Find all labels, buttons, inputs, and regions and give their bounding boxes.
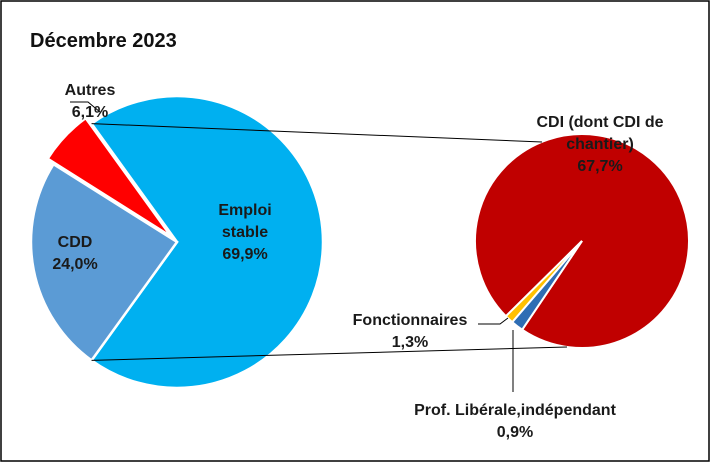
label-value: 69,9%	[222, 246, 268, 263]
label-name: Prof. Libérale,indépendant	[414, 402, 616, 419]
pie-slice	[89, 94, 325, 390]
label-name: Autres	[64, 82, 116, 99]
pie-slice	[504, 240, 583, 324]
label-name: Fonctionnaires	[352, 312, 468, 329]
pie-slice	[29, 162, 179, 363]
data-label: Emploi stable 69,9%	[200, 200, 290, 266]
data-label: Prof. Libérale,indépendant 0,9%	[385, 400, 645, 444]
connector-line	[91, 123, 543, 143]
data-label: CDI (dont CDI de chantier) 67,7%	[525, 112, 675, 178]
label-value: 6,1%	[71, 104, 109, 121]
label-name: Emploi stable	[218, 202, 272, 241]
connector-line	[91, 346, 568, 361]
label-value: 24,0%	[52, 256, 98, 273]
label-value: 0,9%	[496, 424, 534, 441]
label-value: 67,7%	[577, 158, 623, 175]
leader-line	[478, 317, 509, 325]
data-label: Autres 6,1%	[45, 80, 135, 124]
label-name: CDI (dont CDI de chantier)	[536, 114, 664, 153]
data-label: CDD 24,0%	[30, 232, 120, 276]
data-label: Fonctionnaires 1,3%	[330, 310, 490, 354]
label-name: CDD	[57, 234, 93, 251]
chart-title: Décembre 2023	[30, 30, 177, 52]
label-value: 1,3%	[391, 334, 429, 351]
leader-line	[70, 101, 101, 113]
pie-slice	[45, 116, 173, 238]
